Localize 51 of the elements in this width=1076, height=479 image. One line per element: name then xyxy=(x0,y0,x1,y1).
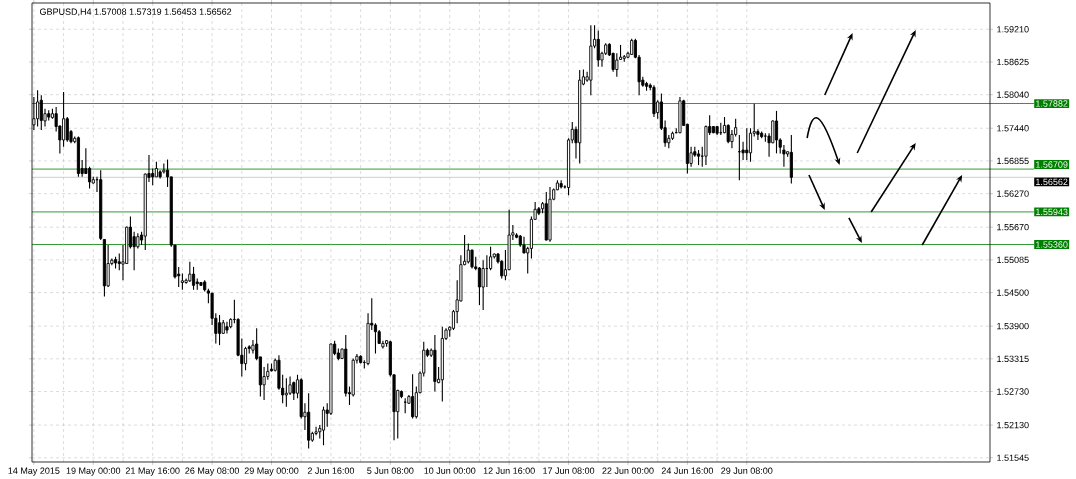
y-tick-label: 1.56855 xyxy=(997,157,1029,165)
y-tick-label: 1.53900 xyxy=(997,322,1029,330)
candlestick xyxy=(596,29,600,68)
y-tick-label: 1.55085 xyxy=(997,256,1029,264)
y-tick-label: 1.55670 xyxy=(997,223,1029,231)
y-tick-label: 1.58040 xyxy=(997,91,1029,98)
y-tick-label: 1.56270 xyxy=(997,190,1029,197)
candlestick xyxy=(292,380,296,401)
x-tick-label: 29 Jun 08:00 xyxy=(721,467,773,474)
text: GBPUSD,H4 1.57008 1.57319 1.56453 1.56562 xyxy=(40,8,232,16)
y-tick-label: 1.52130 xyxy=(997,421,1029,429)
candlestick xyxy=(284,377,288,408)
x-tick-label: 26 May 08:00 xyxy=(185,467,240,476)
x-tick-label: 12 Jun 16:00 xyxy=(483,467,535,474)
x-tick-label: 19 May 00:00 xyxy=(66,467,121,476)
x-tick-label: 21 May 16:00 xyxy=(125,467,180,476)
x-tick-label: 2 Jun 16:00 xyxy=(307,467,355,474)
candlestick xyxy=(745,127,749,161)
x-tick-label: 29 May 00:00 xyxy=(244,467,299,476)
candlestick xyxy=(132,231,136,271)
ref-line-label: 1.57882 xyxy=(1036,100,1068,107)
ref-line-label: 1.55360 xyxy=(1036,241,1068,248)
candlestick xyxy=(39,94,43,131)
y-tick-label: 1.51545 xyxy=(997,454,1029,461)
candlestick xyxy=(466,242,470,265)
y-tick-label: 1.53315 xyxy=(997,355,1029,363)
ref-line-label: 1.56709 xyxy=(1036,161,1068,168)
candlestick xyxy=(65,116,69,143)
x-tick-label: 5 Jun 08:00 xyxy=(367,467,414,474)
ref-line-label: 1.56562 xyxy=(1036,178,1068,186)
candlestick xyxy=(477,266,482,306)
y-tick-label: 1.54500 xyxy=(997,289,1029,296)
candlestick xyxy=(62,91,66,148)
candlestick xyxy=(188,261,192,283)
x-tick-label: 17 Jun 08:00 xyxy=(543,467,595,474)
ref-line-label: 1.55943 xyxy=(1036,208,1068,216)
candlestick xyxy=(748,127,753,163)
x-tick-label: 24 Jun 16:00 xyxy=(661,467,714,474)
candlestick xyxy=(481,259,485,311)
candlestick xyxy=(726,123,730,144)
y-tick-label: 1.58625 xyxy=(997,58,1029,66)
x-tick-label: 10 Jun 00:00 xyxy=(424,467,476,474)
x-tick-label: 14 May 2015 xyxy=(8,467,60,476)
candlestick xyxy=(251,339,255,355)
candlestick xyxy=(36,89,40,128)
candlestick xyxy=(225,321,229,334)
x-tick-label: 22 Jun 00:00 xyxy=(602,467,654,474)
y-tick-label: 1.59210 xyxy=(997,26,1029,33)
candlestick xyxy=(615,52,619,78)
y-tick-label: 1.57440 xyxy=(997,125,1029,132)
y-tick-label: 1.52730 xyxy=(997,388,1029,395)
